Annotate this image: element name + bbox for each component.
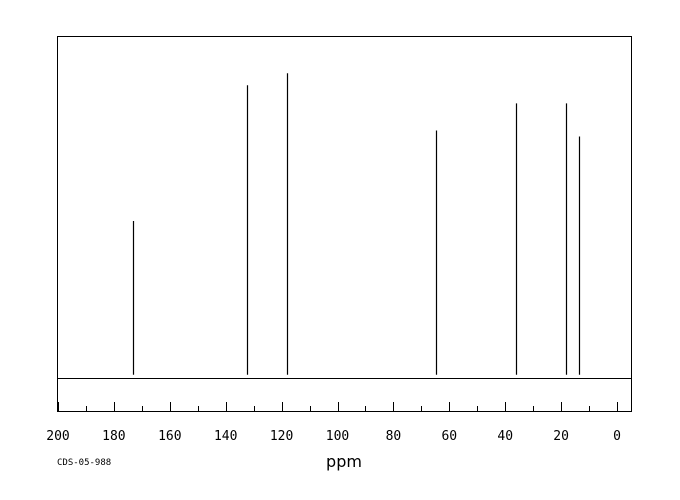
x-tick-label: 60 [441,429,457,444]
x-tick-label: 120 [270,429,293,444]
x-tick-label: 160 [158,429,181,444]
x-axis-ticks [58,402,618,411]
x-tick-label: 0 [613,429,621,444]
x-tick-label: 80 [386,429,402,444]
x-axis-tick-labels: 200 180 160 140 120 100 80 60 40 20 0 [46,429,621,444]
spectrum-id-label: CDS-05-988 [57,458,111,468]
x-tick-label: 20 [553,429,569,444]
x-tick-label: 100 [326,429,349,444]
x-tick-label: 200 [46,429,69,444]
x-tick-label: 180 [102,429,125,444]
plot-frame [57,36,632,412]
x-tick-label: 40 [497,429,513,444]
x-tick-label: 140 [214,429,237,444]
x-axis-title: ppm [326,452,362,471]
peak-group [132,73,581,375]
